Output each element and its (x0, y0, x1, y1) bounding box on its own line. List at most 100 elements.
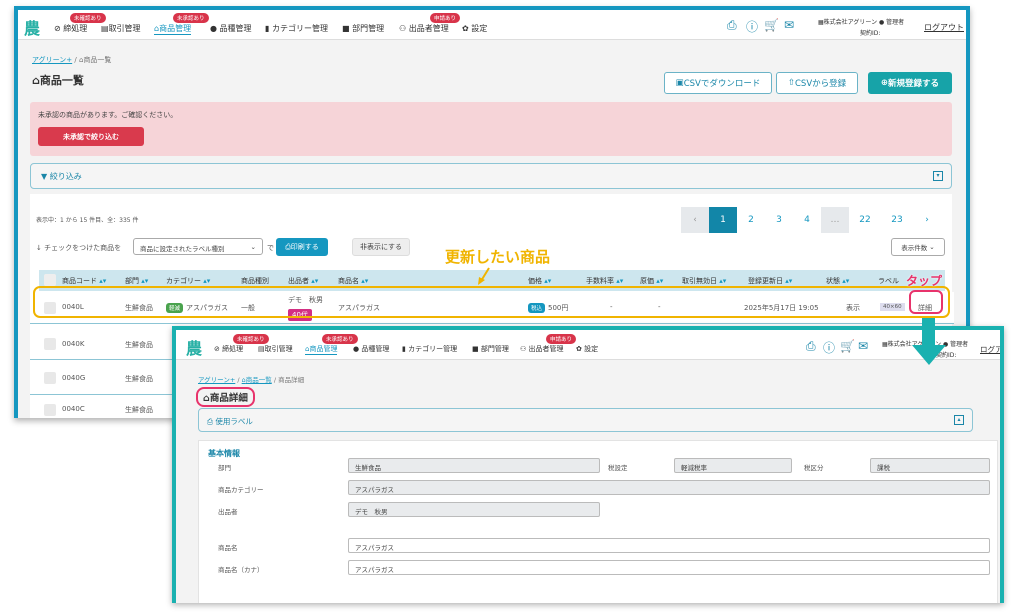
label-section-toggle[interactable]: ⎙ 使用ラベル (207, 417, 253, 426)
page-link[interactable]: 23 (881, 207, 913, 233)
nav-products[interactable]: ⌂商品管理 (305, 345, 338, 355)
sort-icon[interactable]: ▴▾ (783, 277, 793, 285)
nav-categories[interactable]: ▮ カテゴリー管理 (265, 24, 328, 33)
nav-departments[interactable]: ■ 部門管理 (342, 24, 385, 33)
sort-icon[interactable]: ▴▾ (840, 277, 850, 285)
column-header[interactable]: 出品者 ▴▾ (288, 277, 319, 285)
nav-transactions[interactable]: ▤取引管理 (101, 24, 141, 33)
nav-settings[interactable]: ✿ 設定 (576, 345, 599, 353)
breadcrumb-home[interactable]: アグリーン+ (198, 376, 236, 384)
column-header: 商品種別 (241, 277, 269, 285)
column-header[interactable]: 手数料率 ▴▾ (586, 277, 624, 285)
page-link[interactable]: 4 (793, 207, 821, 233)
kana-input[interactable]: アスパラガス (348, 560, 990, 575)
page-link[interactable]: … (821, 207, 849, 233)
mail-icon[interactable]: ✉ (784, 18, 795, 32)
detail-button[interactable]: 詳細 (918, 304, 932, 312)
sort-icon[interactable]: ▴▾ (139, 277, 149, 285)
new-product-button[interactable]: ⊕ 新規登録する (868, 72, 952, 94)
column-header[interactable]: 状態 ▴▾ (826, 277, 850, 285)
nav-sellers[interactable]: ⚇ 出品者管理 (399, 24, 449, 33)
page-link[interactable]: 1 (709, 207, 737, 233)
label-type-select[interactable]: 商品に設定されたラベル種別 ⌄ (133, 238, 263, 255)
page-prev[interactable]: ‹ (681, 207, 709, 233)
page-next[interactable]: › (913, 207, 941, 233)
help-icon[interactable]: ⓘ (823, 341, 836, 355)
mail-icon[interactable]: ✉ (858, 339, 869, 353)
page-link[interactable]: 3 (765, 207, 793, 233)
hide-button[interactable]: 非表示にする (352, 238, 410, 256)
csv-upload-button[interactable]: ⇧ CSVから登録 (776, 72, 858, 94)
dept-field[interactable]: 生鮮食品 (348, 458, 600, 473)
row-checkbox[interactable] (44, 404, 56, 416)
column-header: ラベル (878, 277, 899, 285)
tax-label: 税設定 (608, 464, 628, 472)
tax-field[interactable]: 軽減税率 (674, 458, 792, 473)
page-link[interactable]: 2 (737, 207, 765, 233)
print-button[interactable]: ⎙ 印刷する (276, 238, 328, 256)
logout-link[interactable]: ログアウト (924, 23, 964, 32)
filter-panel[interactable]: ▼ 絞り込み ▾ (30, 163, 952, 189)
column-header[interactable]: 取引無効日 ▴▾ (682, 277, 727, 285)
per-page-select[interactable]: 表示件数 ⌄ (891, 238, 945, 256)
filter-toggle[interactable]: ▼ 絞り込み (41, 172, 82, 181)
row-checkbox[interactable] (44, 372, 56, 384)
nav-departments[interactable]: ■ 部門管理 (472, 345, 509, 353)
breadcrumb-list[interactable]: ⌂商品一覧 (241, 376, 272, 384)
nav-closing[interactable]: ⊘ 締処理 (54, 24, 88, 33)
help-icon[interactable]: ⓘ (746, 20, 759, 34)
nav-categories[interactable]: ▮ カテゴリー管理 (402, 345, 458, 353)
sort-icon[interactable]: ▴▾ (97, 277, 107, 285)
nav-settings[interactable]: ✿ 設定 (462, 24, 488, 33)
cell-cost: - (658, 303, 661, 311)
bulk-de: で (267, 244, 274, 252)
filter-unapproved-button[interactable]: 未承認で絞り込む (38, 127, 144, 146)
collapse-icon[interactable]: ▴ (954, 415, 964, 425)
nav-varieties[interactable]: ● 品種管理 (353, 345, 390, 353)
row-checkbox[interactable] (44, 302, 56, 314)
tax-class-field[interactable]: 課税 (870, 458, 990, 473)
sort-icon[interactable]: ▴▾ (717, 277, 727, 285)
seller-field[interactable]: デモ 秋男 (348, 502, 600, 517)
sort-icon[interactable]: ▴▾ (309, 277, 319, 285)
name-input[interactable]: アスパラガス (348, 538, 990, 553)
sort-icon[interactable]: ▴▾ (542, 277, 552, 285)
section-title: 基本情報 (208, 449, 240, 458)
column-header[interactable]: 商品名 ▴▾ (338, 277, 369, 285)
table-row[interactable] (30, 292, 954, 324)
column-header[interactable]: 原価 ▴▾ (640, 277, 664, 285)
printer-icon[interactable]: ⎙ (727, 18, 737, 32)
nav-varieties[interactable]: ● 品種管理 (210, 24, 252, 33)
tax-class-label: 税区分 (804, 464, 824, 472)
logout-link[interactable]: ログアウト (980, 345, 1003, 354)
row-checkbox[interactable] (44, 338, 56, 350)
nav-sellers[interactable]: ⚇ 出品者管理 (520, 345, 564, 353)
cart-icon[interactable]: 🛒 (840, 339, 855, 353)
column-header[interactable]: 商品コード ▴▾ (62, 277, 107, 285)
column-header[interactable]: カテゴリー ▴▾ (166, 277, 211, 285)
column-header[interactable]: 部門 ▴▾ (125, 277, 149, 285)
nav-products[interactable]: ⌂商品管理 (154, 24, 192, 35)
page-link[interactable]: 22 (849, 207, 881, 233)
column-header[interactable]: 価格 ▴▾ (528, 277, 552, 285)
sort-icon[interactable]: ▴▾ (614, 277, 624, 285)
column-header[interactable]: 登録更新日 ▴▾ (748, 277, 793, 285)
category-field[interactable]: アスパラガス (348, 480, 990, 495)
cart-icon[interactable]: 🛒 (764, 18, 779, 32)
cell-label: 40×60 (880, 303, 905, 311)
top-nav: 農 未確認あり ⊘ 締処理 ▤取引管理 未承認あり ⌂商品管理 ● 品種管理 ▮… (18, 10, 966, 40)
cell-dept: 生鮮食品 (125, 341, 153, 349)
cell-price: 税込 500円 (528, 303, 568, 313)
label-section[interactable]: ⎙ 使用ラベル ▴ (198, 408, 973, 432)
nav-transactions[interactable]: ▤取引管理 (258, 345, 293, 353)
sort-icon[interactable]: ▴▾ (359, 277, 369, 285)
printer-icon[interactable]: ⎙ (806, 339, 816, 353)
sort-icon[interactable]: ▴▾ (654, 277, 664, 285)
select-all-checkbox[interactable] (44, 274, 56, 286)
target-annotation: 更新したい商品 (445, 248, 551, 266)
csv-download-button[interactable]: ▣ CSVでダウンロード (664, 72, 772, 94)
nav-closing[interactable]: ⊘ 締処理 (214, 345, 244, 353)
expand-icon[interactable]: ▾ (933, 171, 943, 181)
sort-icon[interactable]: ▴▾ (201, 277, 211, 285)
breadcrumb-home[interactable]: アグリーン+ (32, 56, 73, 64)
